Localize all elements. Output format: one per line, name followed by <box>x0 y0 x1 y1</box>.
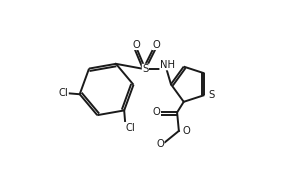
Text: O: O <box>152 107 160 117</box>
Text: S: S <box>142 64 149 74</box>
Text: O: O <box>156 139 164 149</box>
Text: S: S <box>209 90 215 100</box>
Text: O: O <box>182 126 190 136</box>
Text: Cl: Cl <box>58 88 68 98</box>
Text: Cl: Cl <box>125 123 135 133</box>
Text: O: O <box>152 40 160 50</box>
Text: O: O <box>133 40 140 50</box>
Text: NH: NH <box>160 60 175 70</box>
